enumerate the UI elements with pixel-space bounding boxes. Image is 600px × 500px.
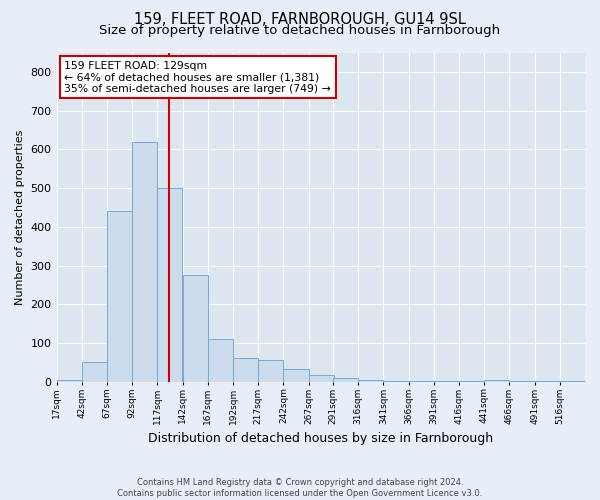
Bar: [56, 380, 82, 382]
Bar: [484, 380, 509, 382]
Bar: [358, 380, 383, 382]
Bar: [333, 378, 358, 382]
Bar: [258, 360, 283, 382]
Bar: [308, 375, 334, 382]
Text: Contains HM Land Registry data © Crown copyright and database right 2024.
Contai: Contains HM Land Registry data © Crown c…: [118, 478, 482, 498]
Bar: [132, 142, 157, 382]
Bar: [409, 381, 434, 382]
Text: 159 FLEET ROAD: 129sqm
← 64% of detached houses are smaller (1,381)
35% of semi-: 159 FLEET ROAD: 129sqm ← 64% of detached…: [64, 60, 331, 94]
Text: 159, FLEET ROAD, FARNBOROUGH, GU14 9SL: 159, FLEET ROAD, FARNBOROUGH, GU14 9SL: [134, 12, 466, 28]
Bar: [82, 362, 107, 382]
Bar: [383, 380, 409, 382]
Bar: [208, 339, 233, 382]
Text: Size of property relative to detached houses in Farnborough: Size of property relative to detached ho…: [100, 24, 500, 37]
Bar: [107, 212, 132, 382]
Bar: [283, 370, 308, 382]
Bar: [182, 275, 208, 382]
Bar: [233, 358, 258, 382]
Y-axis label: Number of detached properties: Number of detached properties: [15, 130, 25, 305]
Bar: [157, 188, 182, 382]
X-axis label: Distribution of detached houses by size in Farnborough: Distribution of detached houses by size …: [148, 432, 493, 445]
